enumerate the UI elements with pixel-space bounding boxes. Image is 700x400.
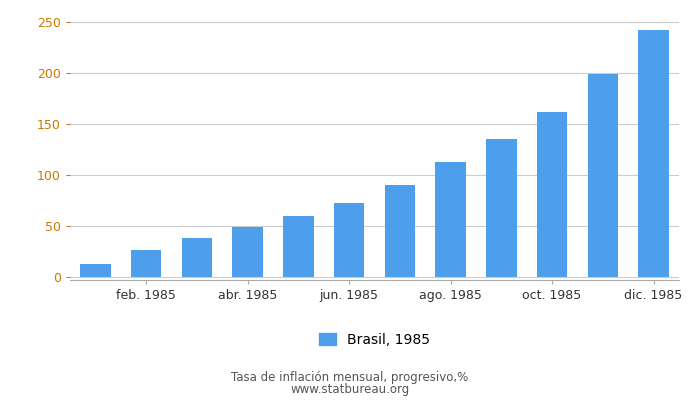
Bar (587, 74, 618, 277)
Bar (181, 238, 212, 277)
Bar (537, 112, 567, 277)
Bar (638, 30, 668, 277)
Legend: Brasil, 1985: Brasil, 1985 (314, 327, 435, 352)
Bar (80, 264, 111, 277)
Bar (232, 227, 263, 277)
Text: www.statbureau.org: www.statbureau.org (290, 384, 410, 396)
Bar (486, 139, 517, 277)
Bar (131, 250, 161, 277)
Bar (334, 202, 364, 277)
Bar (385, 185, 415, 277)
Bar (435, 162, 466, 277)
Bar (283, 216, 314, 277)
Text: Tasa de inflación mensual, progresivo,%: Tasa de inflación mensual, progresivo,% (232, 372, 468, 384)
